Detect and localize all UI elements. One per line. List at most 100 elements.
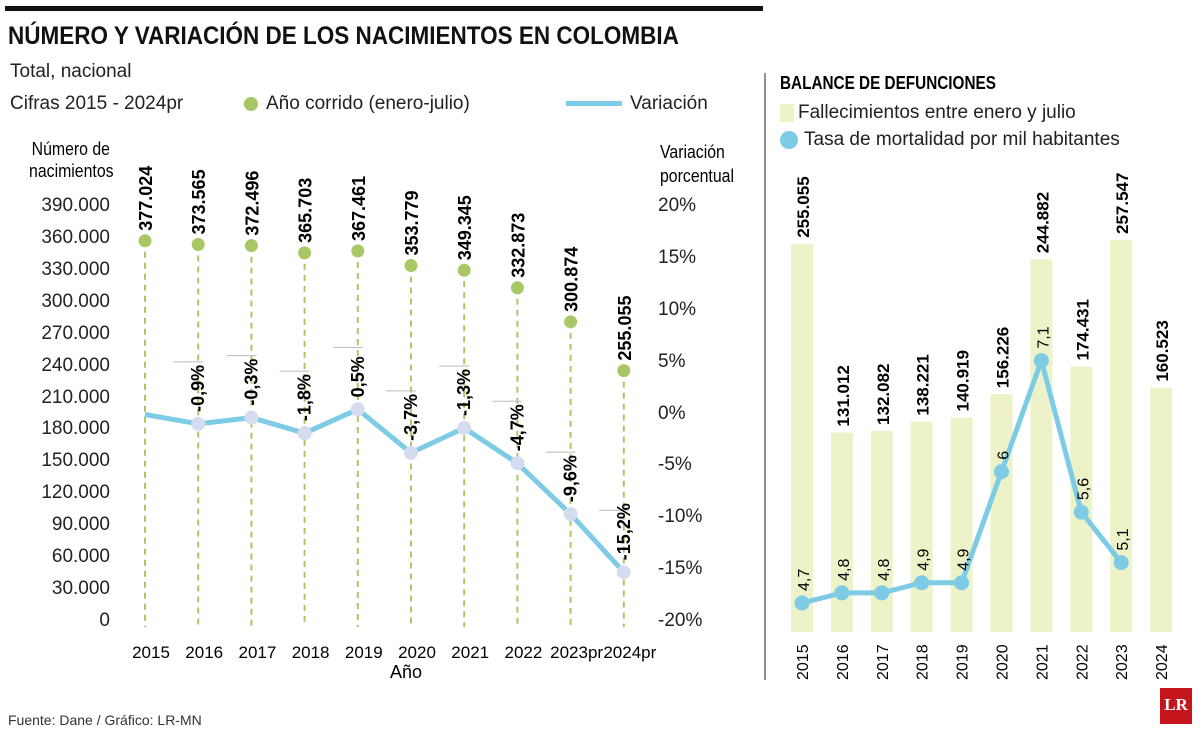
births-label: 373.565: [189, 169, 209, 234]
x-tick-label: 2015: [132, 643, 170, 662]
y-left-axis-title: Número de nacimientos: [29, 138, 114, 182]
death-bar: [950, 417, 973, 632]
x-axis-title: Año: [390, 662, 423, 682]
births-label: 300.874: [562, 247, 582, 312]
y-right-tick: 15%: [658, 246, 697, 268]
variation-point: [297, 426, 312, 441]
source-note: Fuente: Dane / Gráfico: LR-MN: [8, 712, 202, 728]
variation-label: 0,5%: [348, 356, 368, 397]
x-tick-label: 2018: [915, 644, 932, 680]
top-rule: [5, 6, 763, 11]
variation-point: [191, 416, 206, 431]
x-tick-label: 2024pr: [603, 643, 656, 662]
y-right-tick: -5%: [658, 454, 692, 476]
mortality-label: 5,6: [1075, 478, 1092, 500]
y-right-tick: -10%: [658, 506, 703, 528]
births-point: [510, 281, 524, 295]
y-left-tick: 360.000: [41, 226, 110, 248]
mortality-label: 4,7: [796, 569, 813, 591]
bar-label: 138.221: [914, 354, 933, 415]
y-left-tick: 90.000: [51, 514, 110, 536]
y-left-tick: 300.000: [41, 290, 110, 312]
y-left-tick: 210.000: [41, 386, 110, 408]
births-point: [457, 263, 471, 277]
legend-bars: Fallecimientos entre enero y julio: [780, 102, 1076, 124]
bar-swatch-icon: [780, 103, 794, 122]
legend-line-label: Tasa de mortalidad por mil habitantes: [804, 129, 1120, 150]
mortality-point: [874, 585, 890, 601]
births-point: [617, 364, 631, 378]
x-tick-label: 2015: [795, 644, 812, 680]
main-title: NÚMERO Y VARIACIÓN DE LOS NACIMIENTOS EN…: [8, 22, 679, 50]
right-title: BALANCE DE DEFUNCIONES: [780, 73, 996, 93]
y-left-tick: 60.000: [51, 546, 110, 568]
x-tick-label: 2019: [345, 643, 383, 662]
subtitle-years: Cifras 2015 - 2024pr: [10, 93, 184, 114]
legend-line: Tasa de mortalidad por mil habitantes: [780, 129, 1120, 151]
variation-label: -1,8%: [295, 374, 315, 421]
y-right-label-2: porcentual: [660, 166, 734, 186]
variation-label: -1,3%: [454, 369, 474, 416]
y-right-tick: 10%: [658, 298, 697, 320]
death-bar: [830, 432, 853, 632]
death-bar: [791, 243, 813, 632]
y-right-axis-title: Variación porcentual: [660, 140, 734, 188]
births-point: [138, 234, 152, 248]
x-tick-label: 2016: [185, 643, 223, 662]
x-tick-label: 2024: [1154, 644, 1171, 680]
y-left-tick: 150.000: [41, 450, 110, 472]
bar-label: 140.919: [954, 350, 973, 411]
death-bar: [1030, 259, 1053, 632]
bar-label: 131.012: [834, 365, 853, 426]
x-tick-label: 2017: [238, 643, 276, 662]
mortality-label: 5,1: [1115, 528, 1132, 550]
death-bar: [870, 430, 893, 632]
mortality-point: [834, 585, 850, 601]
y-right-tick: -20%: [658, 610, 703, 631]
births-label: 372.496: [242, 171, 262, 236]
bar-label: 160.523: [1153, 320, 1172, 381]
legend-variation-label: Variación: [630, 93, 708, 114]
variation-label: -0,9%: [188, 365, 208, 412]
bar-label: 255.055: [794, 176, 813, 237]
mortality-label: 6: [996, 451, 1013, 460]
mortality-point: [794, 595, 810, 611]
death-bar: [910, 421, 933, 632]
x-tick-label: 2022: [504, 643, 542, 662]
blue-line-icon: [566, 101, 622, 107]
x-tick-label: 2023: [1114, 644, 1131, 680]
births-label: 365.703: [296, 178, 316, 243]
legend-variation: Variación: [566, 93, 708, 115]
death-bar: [1150, 387, 1173, 632]
births-point: [191, 237, 205, 251]
mortality-label: 4,9: [916, 548, 933, 570]
variation-point: [616, 565, 631, 580]
y-right-tick: 5%: [658, 350, 686, 372]
mortality-label: 7,1: [1035, 326, 1052, 348]
variation-point: [563, 507, 578, 522]
green-dot-icon: [244, 96, 258, 111]
mortality-point: [914, 575, 930, 591]
variation-label: -3,7%: [401, 394, 421, 441]
births-label: 349.345: [455, 195, 475, 260]
y-left-tick: 0: [99, 610, 110, 631]
y-right-tick: -15%: [658, 558, 703, 580]
x-tick-label: 2016: [835, 644, 852, 680]
logo-text: LR: [1164, 695, 1188, 714]
y-left-tick: 120.000: [41, 482, 110, 504]
births-label: 353.779: [402, 190, 422, 255]
variation-point: [404, 445, 418, 460]
y-left-label-2: nacimientos: [29, 161, 114, 181]
variation-label: -9,6%: [561, 455, 581, 502]
y-right-tick: 0%: [658, 402, 686, 424]
death-bar: [1070, 366, 1093, 632]
births-point: [244, 239, 258, 253]
bar-label: 156.226: [994, 327, 1013, 388]
variation-label: -15,2%: [614, 503, 634, 560]
bar-label: 174.431: [1073, 299, 1092, 360]
births-chart: 377.024 2015 373.565 2016 372.496 2017 365.703…: [132, 166, 657, 662]
mortality-point: [1073, 504, 1089, 520]
variation-point: [244, 410, 259, 425]
y-left-tick: 240.000: [41, 354, 110, 376]
